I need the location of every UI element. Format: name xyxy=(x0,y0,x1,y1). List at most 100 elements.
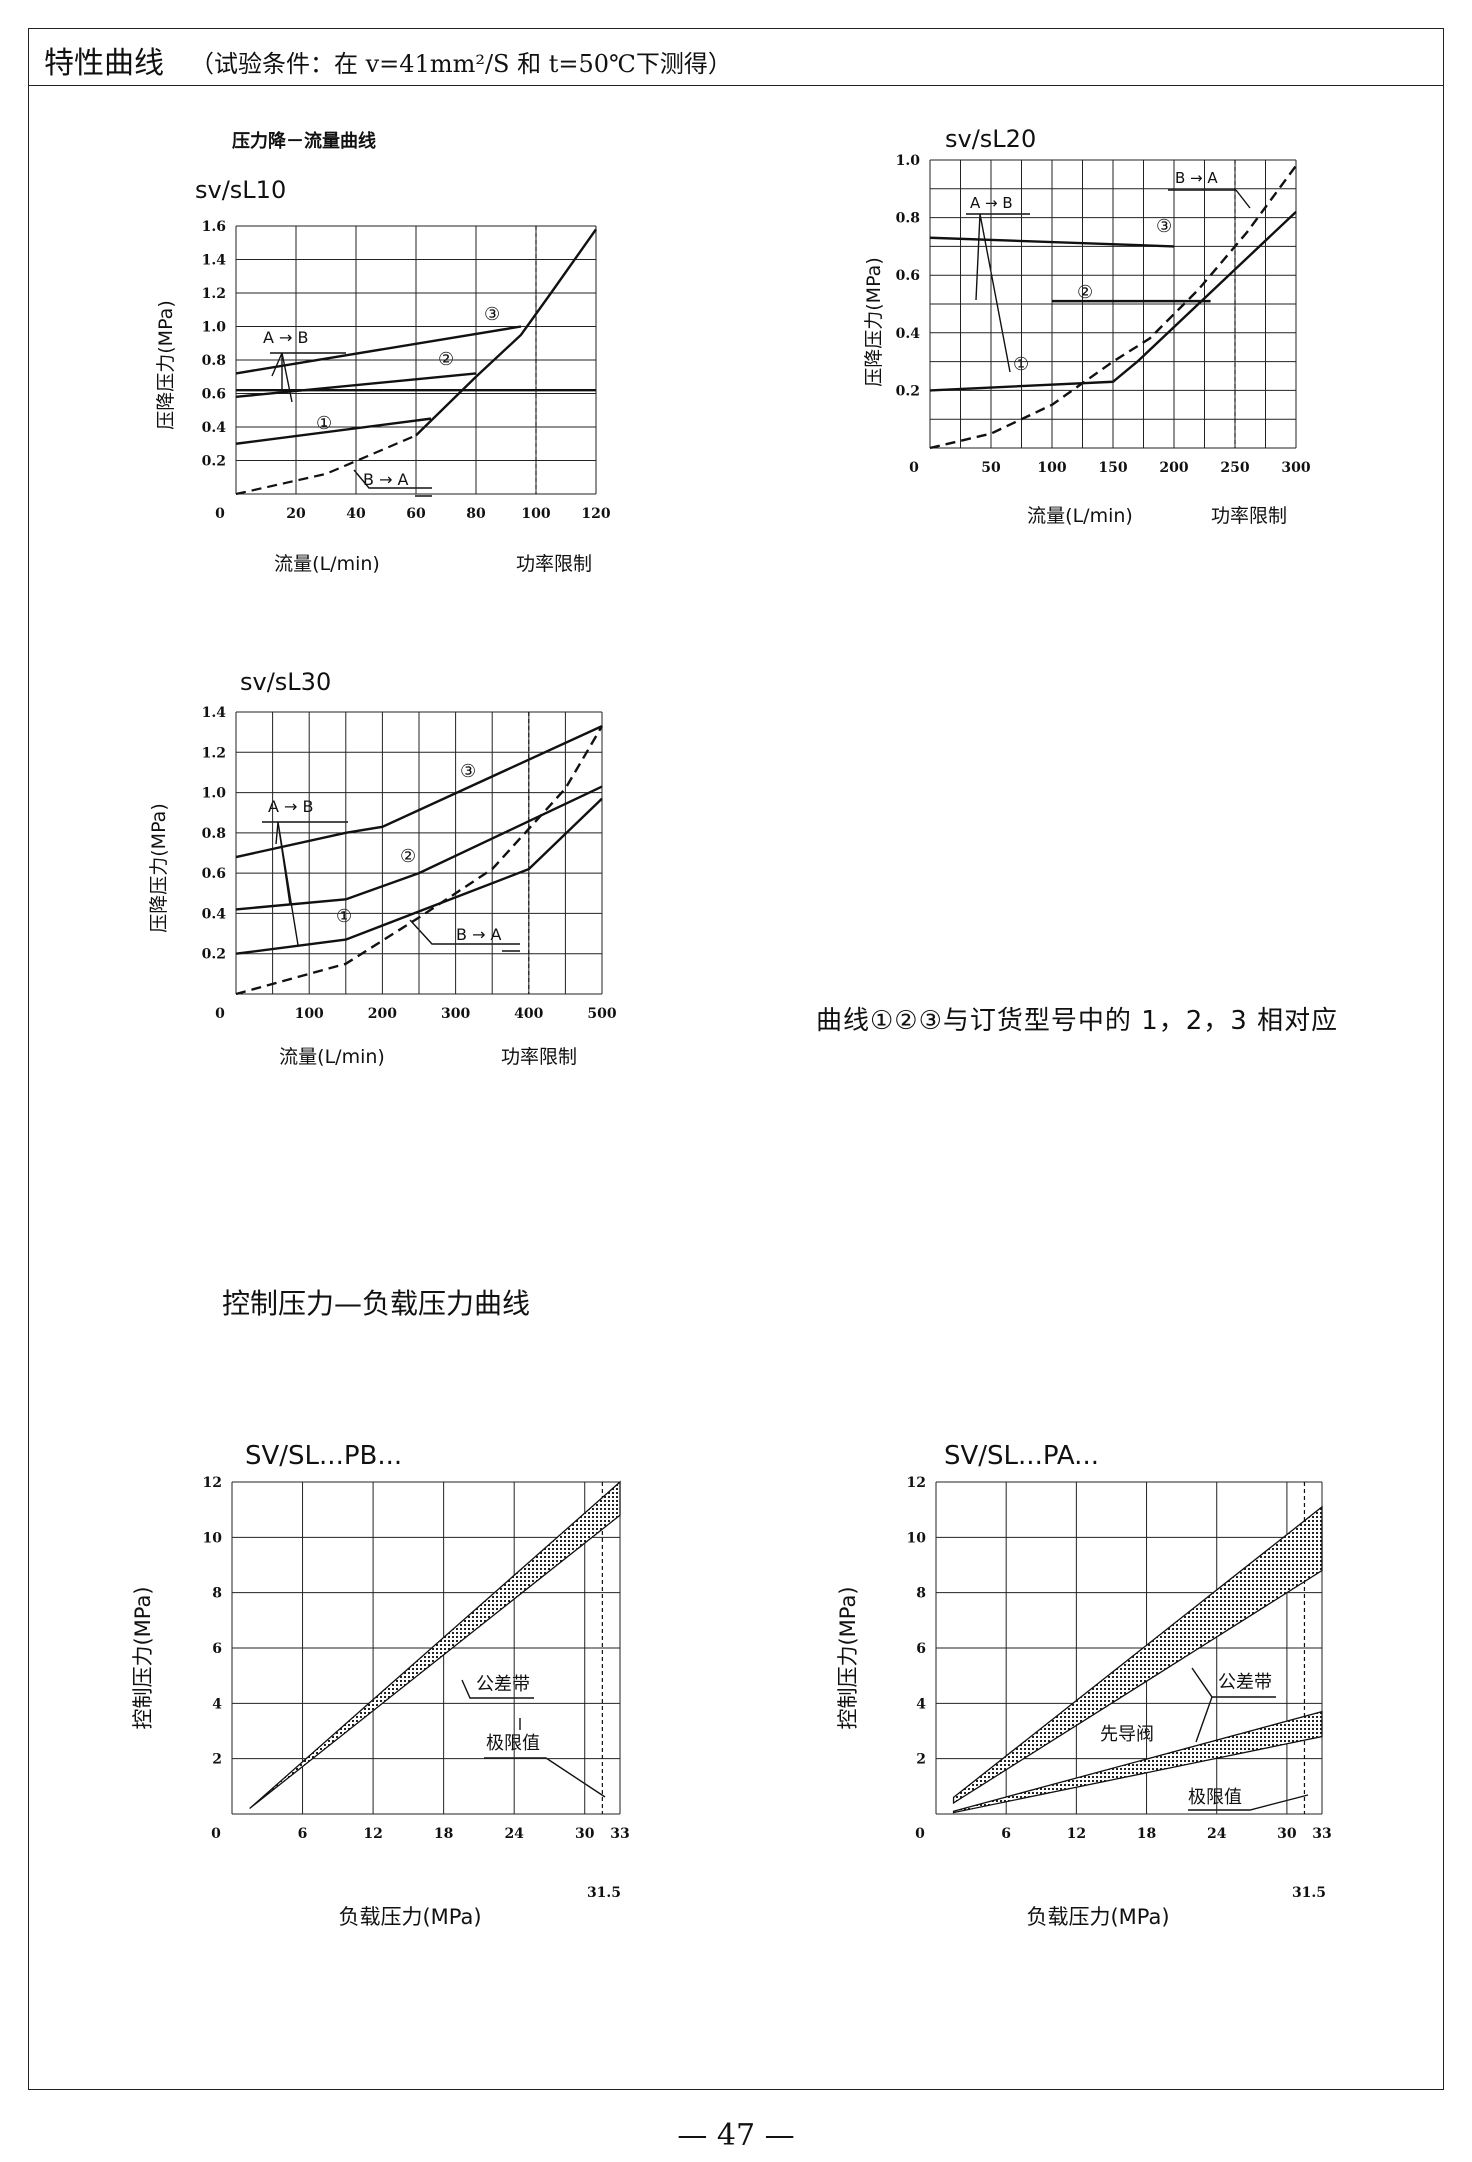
y-tick-label: 4 xyxy=(916,1696,926,1712)
page-number: — 47 — xyxy=(677,2118,795,2153)
curve-label-2: ② xyxy=(1077,282,1093,303)
x-axis-label: 负载压力(MPa) xyxy=(1026,1905,1169,1929)
x-tick-label: 20 xyxy=(286,506,306,522)
tick-label: 0 xyxy=(915,1826,925,1842)
annotation-limit-value: 极限值 xyxy=(486,1733,540,1754)
x-tick-label: 150 xyxy=(1098,460,1127,476)
x-tick-label: 50 xyxy=(981,460,1001,476)
x-tick-label: 300 xyxy=(1281,460,1310,476)
y-tick-label: 4 xyxy=(212,1696,222,1712)
y-tick-label: 1.0 xyxy=(202,320,227,336)
curve-label-3: ③ xyxy=(460,761,476,782)
y-tick-label: 6 xyxy=(212,1641,222,1657)
x-tick-label: 200 xyxy=(1159,460,1188,476)
x-tick-label: 100 xyxy=(1037,460,1066,476)
x-tick-label: 12 xyxy=(363,1826,382,1842)
series-line-1 xyxy=(929,210,1297,392)
chart-pa: SV/SL...PA... 负载压力(MPa) 控制压力(MPa) 31.5 公… xyxy=(836,1441,1332,1929)
header-subtitle: （试验条件：在 v=41mm²/S 和 t=50℃下测得） xyxy=(190,50,732,78)
tolerance-band-1 xyxy=(952,1505,1323,1805)
tick-label: 0 xyxy=(215,1006,225,1022)
series-line-3 xyxy=(929,236,1175,248)
x-tick-label: 24 xyxy=(1207,1826,1227,1842)
chart-pb: SV/SL...PB... 负载压力(MPa) 控制压力(MPa) 31.5 公… xyxy=(131,1441,630,1929)
series-line-1 xyxy=(235,417,432,445)
x-tick-label: 60 xyxy=(406,506,426,522)
curve-note: 曲线①②③与订货型号中的 1，2，3 相对应 xyxy=(816,1006,1339,1036)
y-tick-label: 0.8 xyxy=(896,211,920,227)
y-tick-label: 1.4 xyxy=(202,253,227,269)
y-tick-label: 8 xyxy=(212,1586,222,1602)
curve-label-1: ① xyxy=(336,906,352,927)
y-tick-label: 0.4 xyxy=(202,420,227,436)
y-tick-label: 1.6 xyxy=(202,219,226,235)
y-axis-label: 压降压力(MPa) xyxy=(148,803,170,932)
y-tick-label: 6 xyxy=(916,1641,926,1657)
tick-label: 0 xyxy=(909,460,919,476)
x-axis-label: 流量(L/min) xyxy=(1027,505,1133,527)
chart-title: sv/sL30 xyxy=(240,668,331,696)
annotation-a-to-b: A → B xyxy=(263,328,309,347)
x-axis-label: 流量(L/min) xyxy=(274,553,380,575)
y-tick-label: 0.8 xyxy=(202,353,226,369)
chart-sl20: sv/sL20 流量(L/min) 功率限制 压降压力(MPa) A → B B… xyxy=(863,125,1311,527)
power-limit-label: 功率限制 xyxy=(501,1046,577,1068)
y-tick-label: 12 xyxy=(203,1475,222,1491)
power-limit-label: 功率限制 xyxy=(1211,505,1287,527)
chart-title: SV/SL...PA... xyxy=(944,1441,1099,1471)
control-section-label: 控制压力—负载压力曲线 xyxy=(222,1287,531,1320)
x-tick-label: 250 xyxy=(1220,460,1249,476)
y-axis-label: 压降压力(MPa) xyxy=(863,257,885,386)
y-axis-label: 控制压力(MPa) xyxy=(836,1586,860,1729)
y-tick-label: 10 xyxy=(203,1530,223,1546)
annotation-tolerance-band: 公差带 xyxy=(476,1674,530,1695)
chart-sl30: sv/sL30 流量(L/min) 功率限制 压降压力(MPa) A → B B… xyxy=(148,668,617,1068)
y-axis-label: 压降压力(MPa) xyxy=(155,300,177,429)
x-tick-label: 100 xyxy=(521,506,550,522)
series-line-b-to-a xyxy=(929,165,1297,450)
power-limit-label: 功率限制 xyxy=(516,553,592,575)
y-tick-label: 0.2 xyxy=(202,454,226,470)
x-tick-label: 30 xyxy=(575,1826,595,1842)
y-tick-label: 1.2 xyxy=(202,286,226,302)
annotation-a-to-b: A → B xyxy=(268,797,314,816)
tick-label: 0 xyxy=(211,1826,221,1842)
y-tick-label: 8 xyxy=(916,1586,926,1602)
pressure-drop-section-label: 压力降－流量曲线 xyxy=(232,130,376,152)
y-tick-label: 1.0 xyxy=(202,786,227,802)
curve-label-2: ② xyxy=(400,846,416,867)
series-line-1 xyxy=(235,797,603,955)
x-tick-label: 100 xyxy=(295,1006,324,1022)
y-tick-label: 0.4 xyxy=(896,326,921,342)
x-tick-label: 6 xyxy=(1001,1826,1011,1842)
curve-label-3: ③ xyxy=(484,304,500,325)
series-line-3 xyxy=(235,325,522,375)
annotation-tolerance-band: 公差带 xyxy=(1218,1672,1272,1693)
header-title: 特性曲线 xyxy=(44,46,164,81)
tolerance-band-1 xyxy=(249,1480,621,1809)
y-tick-label: 12 xyxy=(907,1475,926,1491)
y-tick-label: 1.0 xyxy=(896,153,921,169)
limit-value-label: 31.5 xyxy=(1292,1885,1326,1901)
y-axis-label: 控制压力(MPa) xyxy=(131,1586,155,1729)
x-tick-label: 18 xyxy=(434,1826,453,1842)
x-tick-label: 6 xyxy=(298,1826,308,1842)
y-tick-label: 1.4 xyxy=(202,705,227,721)
annotation-b-to-a: B → A xyxy=(456,925,502,944)
y-tick-label: 0.4 xyxy=(202,906,227,922)
x-tick-label: 12 xyxy=(1067,1826,1086,1842)
annotation-b-to-a: B → A xyxy=(1175,169,1218,187)
y-tick-label: 1.2 xyxy=(202,745,226,761)
x-tick-label: 33 xyxy=(1312,1826,1331,1842)
page-frame xyxy=(28,28,1444,2090)
series-line-b-to-a xyxy=(415,228,597,437)
y-tick-label: 2 xyxy=(916,1752,926,1768)
y-tick-label: 0.2 xyxy=(896,383,920,399)
y-tick-label: 0.6 xyxy=(202,866,226,882)
x-tick-label: 33 xyxy=(610,1826,629,1842)
y-tick-label: 2 xyxy=(212,1752,222,1768)
x-axis-label: 流量(L/min) xyxy=(279,1046,385,1068)
tick-label: 0 xyxy=(215,506,225,522)
x-tick-label: 30 xyxy=(1277,1826,1297,1842)
